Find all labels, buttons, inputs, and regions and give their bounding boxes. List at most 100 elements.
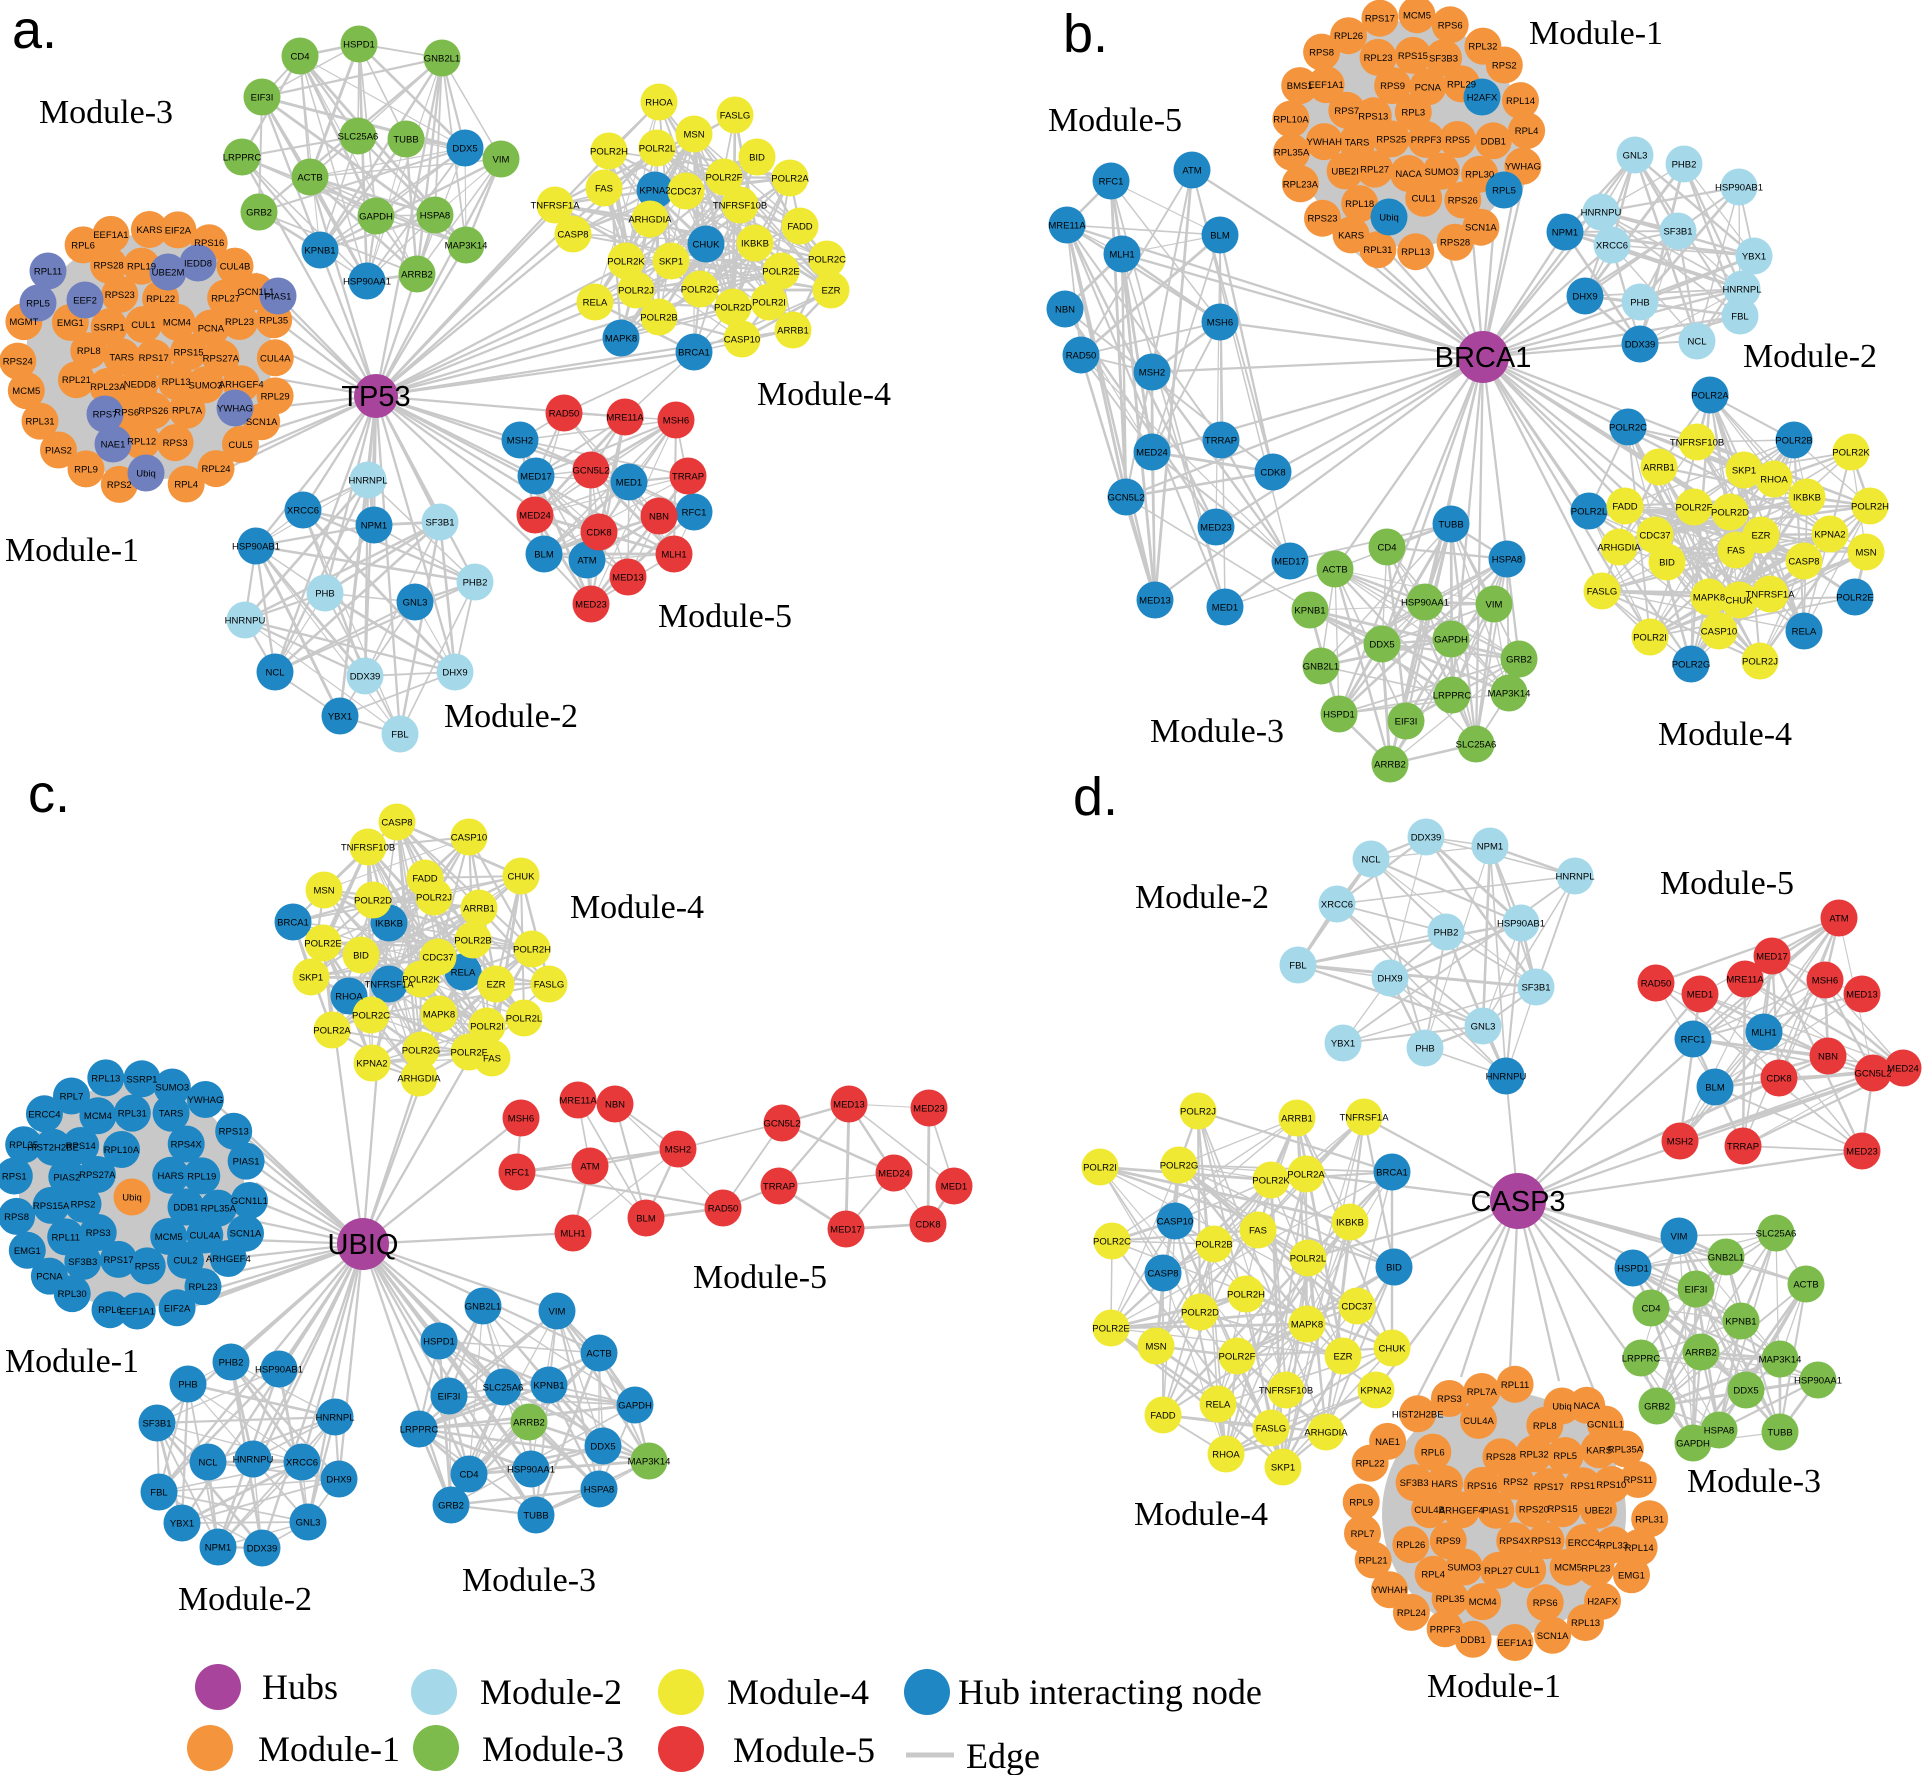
svg-text:POLR2D: POLR2D	[354, 896, 392, 907]
svg-text:POLR2C: POLR2C	[1093, 1237, 1131, 1248]
svg-text:MCM5: MCM5	[1554, 1563, 1582, 1574]
svg-text:TNFRSF10B: TNFRSF10B	[1259, 1386, 1313, 1397]
svg-text:XRCC6: XRCC6	[287, 506, 319, 517]
svg-text:YBX1: YBX1	[1331, 1039, 1355, 1050]
svg-text:RPL11: RPL11	[52, 1232, 80, 1243]
svg-text:EZR: EZR	[487, 980, 506, 991]
svg-text:MSH6: MSH6	[1812, 976, 1838, 987]
svg-text:RPL13: RPL13	[91, 1073, 120, 1084]
svg-text:RFC1: RFC1	[1099, 177, 1124, 188]
svg-text:MED23: MED23	[575, 600, 607, 611]
svg-text:POLR2A: POLR2A	[771, 174, 809, 185]
svg-text:IKBKB: IKBKB	[1336, 1218, 1364, 1229]
svg-text:RPL35A: RPL35A	[201, 1204, 237, 1215]
svg-text:GNB2L1: GNB2L1	[424, 54, 460, 65]
svg-text:RPL33: RPL33	[1599, 1540, 1628, 1551]
svg-text:RPS7: RPS7	[1334, 106, 1359, 117]
svg-text:HNRNPL: HNRNPL	[1555, 872, 1594, 883]
svg-text:POLR2A: POLR2A	[313, 1026, 351, 1037]
svg-text:MSH2: MSH2	[1139, 368, 1165, 379]
svg-text:RPS15: RPS15	[173, 347, 203, 358]
svg-text:PRPF3: PRPF3	[1411, 135, 1442, 146]
svg-text:PHB: PHB	[315, 589, 335, 600]
svg-text:MRE11A: MRE11A	[1048, 221, 1086, 232]
svg-text:Ubiq: Ubiq	[136, 469, 156, 480]
svg-text:UBE2I: UBE2I	[1331, 166, 1358, 177]
svg-text:GAPDH: GAPDH	[618, 1401, 652, 1412]
svg-text:NPM1: NPM1	[1477, 842, 1503, 853]
svg-text:CDK8: CDK8	[1766, 1074, 1791, 1085]
svg-text:FAS: FAS	[1727, 546, 1745, 557]
svg-text:KARS: KARS	[136, 225, 162, 236]
svg-text:PIAS1: PIAS1	[233, 1157, 260, 1168]
svg-text:BID: BID	[1659, 558, 1675, 569]
svg-text:RPS1: RPS1	[1570, 1481, 1595, 1492]
svg-text:RPL27: RPL27	[1484, 1566, 1513, 1577]
svg-text:Hub interacting node: Hub interacting node	[958, 1672, 1262, 1712]
svg-text:POLR2I: POLR2I	[470, 1022, 504, 1033]
svg-text:ATM: ATM	[580, 1162, 599, 1173]
svg-text:DDX5: DDX5	[1369, 640, 1394, 651]
svg-text:BRCA1: BRCA1	[277, 918, 309, 929]
svg-text:IKBKB: IKBKB	[1793, 493, 1821, 504]
svg-text:MED23: MED23	[1846, 1147, 1878, 1158]
svg-text:SF3B1: SF3B1	[1521, 983, 1550, 994]
svg-text:Module-2: Module-2	[444, 698, 578, 735]
svg-text:FBL: FBL	[150, 1488, 167, 1499]
svg-text:ERCC4: ERCC4	[1568, 1538, 1600, 1549]
svg-text:ARRB2: ARRB2	[513, 1418, 545, 1429]
svg-text:HARS: HARS	[157, 1171, 183, 1182]
svg-text:EIF3I: EIF3I	[1685, 1285, 1708, 1296]
svg-text:RPS17: RPS17	[139, 353, 169, 364]
svg-text:MLH1: MLH1	[560, 1229, 585, 1240]
svg-text:d.: d.	[1073, 767, 1118, 827]
svg-text:PIAS1: PIAS1	[1482, 1506, 1509, 1517]
svg-text:XRCC6: XRCC6	[1596, 241, 1628, 252]
svg-text:ACTB: ACTB	[586, 1349, 611, 1360]
svg-text:HSP90AA1: HSP90AA1	[507, 1465, 555, 1476]
svg-text:EEF1A1: EEF1A1	[93, 230, 128, 241]
svg-text:HSP90AB1: HSP90AB1	[255, 1365, 303, 1376]
svg-text:Module-4: Module-4	[757, 376, 891, 413]
svg-text:RPL4: RPL4	[174, 480, 198, 491]
svg-text:EEF1A1: EEF1A1	[1497, 1638, 1532, 1649]
svg-text:MAPK8: MAPK8	[1291, 1320, 1323, 1331]
svg-text:MCM4: MCM4	[1469, 1597, 1497, 1608]
svg-text:DDB1: DDB1	[173, 1203, 198, 1214]
svg-text:HSPA8: HSPA8	[420, 211, 450, 222]
svg-text:POLR2D: POLR2D	[1711, 508, 1749, 519]
svg-text:HNRNPU: HNRNPU	[233, 1455, 274, 1466]
svg-text:RPS13: RPS13	[1531, 1536, 1561, 1547]
svg-text:ACTB: ACTB	[297, 173, 322, 184]
svg-text:Module-3: Module-3	[1687, 1463, 1821, 1500]
svg-text:CASP10: CASP10	[724, 335, 760, 346]
svg-text:CD4: CD4	[290, 52, 309, 63]
svg-text:ATM: ATM	[577, 556, 596, 567]
svg-text:UBE2I: UBE2I	[1585, 1506, 1612, 1517]
svg-text:VIM: VIM	[549, 1307, 566, 1318]
svg-text:Module-3: Module-3	[482, 1729, 624, 1769]
svg-text:RPS7: RPS7	[93, 410, 118, 421]
svg-text:Ubiq: Ubiq	[1379, 213, 1399, 224]
svg-text:EMG1: EMG1	[1618, 1570, 1645, 1581]
svg-text:RPL31: RPL31	[1635, 1514, 1664, 1525]
svg-text:RPS13: RPS13	[1358, 111, 1388, 122]
svg-text:TNFRSF1A: TNFRSF1A	[530, 201, 580, 212]
svg-text:PIAS1: PIAS1	[265, 292, 292, 303]
svg-text:LRPPRC: LRPPRC	[1433, 691, 1472, 702]
svg-text:SUMO3: SUMO3	[1447, 1563, 1481, 1574]
svg-text:RPS2: RPS2	[71, 1200, 96, 1211]
svg-text:SLC25A6: SLC25A6	[1756, 1229, 1797, 1240]
svg-text:EEF2: EEF2	[73, 296, 97, 307]
svg-text:MCM5: MCM5	[1403, 10, 1431, 21]
svg-text:EZR: EZR	[1334, 1352, 1353, 1363]
svg-text:RPS6: RPS6	[1438, 20, 1463, 31]
svg-text:RPS9: RPS9	[1380, 81, 1405, 92]
svg-text:CUL4A: CUL4A	[189, 1231, 220, 1242]
svg-text:Module-3: Module-3	[39, 94, 173, 131]
svg-text:RPS13: RPS13	[219, 1127, 249, 1138]
svg-text:Ubiq: Ubiq	[122, 1193, 142, 1204]
svg-text:RPL30: RPL30	[1465, 170, 1494, 181]
svg-text:RPS8: RPS8	[4, 1212, 29, 1223]
svg-text:MSH6: MSH6	[1207, 318, 1233, 329]
